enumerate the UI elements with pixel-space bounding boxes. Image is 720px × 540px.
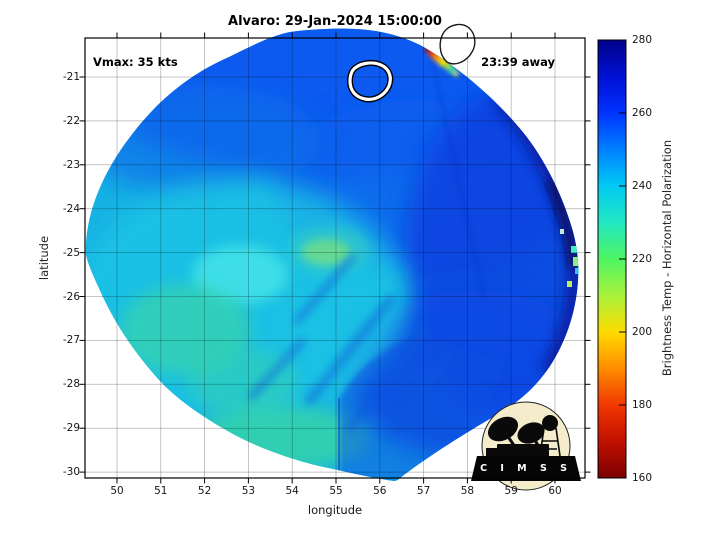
x-tick-label: 56	[373, 485, 387, 497]
colorbar-tick-label: 160	[632, 472, 653, 484]
y-tick-label: -30	[62, 466, 80, 479]
colorbar-tick-label: 240	[632, 180, 653, 192]
x-tick-label: 55	[329, 485, 343, 497]
y-tick-label: -29	[62, 422, 80, 435]
east-edge-specks	[560, 229, 579, 287]
plot-frame	[84, 37, 586, 479]
x-tick-label: 52	[197, 485, 212, 497]
colorbar-label: Brightness Temp - Horizontal Polarizatio…	[660, 139, 674, 377]
x-tick-label: 54	[285, 485, 299, 497]
grid-lines	[85, 38, 585, 478]
x-tick-label: 50	[110, 485, 124, 497]
y-tick-label: -27	[62, 334, 80, 347]
y-tick-label: -26	[62, 290, 80, 303]
y-tick-label: -28	[62, 378, 80, 391]
eta-annotation: 23:39 away	[481, 55, 555, 69]
colorbar-tick-label: 180	[632, 399, 653, 411]
secondary-contour	[439, 23, 476, 65]
cimss-logo	[471, 401, 581, 491]
plot-title: Alvaro: 29-Jan-2024 15:00:00	[228, 14, 442, 29]
colorbar-tick-label: 220	[632, 253, 653, 265]
storm-center-contour	[346, 59, 394, 103]
x-tick-label: 53	[241, 485, 256, 497]
y-tick-label: -23	[62, 158, 80, 171]
y-tick-label: -24	[62, 202, 80, 215]
colorbar-tick-label: 280	[632, 34, 653, 46]
colorbar-tick-label: 200	[632, 326, 653, 338]
x-tick-label: 51	[154, 485, 168, 497]
x-tick-label: 57	[416, 485, 431, 497]
x-tick-label: 58	[460, 485, 475, 497]
cimss-banner	[471, 456, 581, 481]
x-tick-label: 60	[548, 485, 562, 497]
x-axis-label: longitude	[307, 503, 363, 517]
vmax-annotation: Vmax: 35 kts	[93, 55, 178, 69]
y-tick-label: -21	[62, 71, 80, 83]
axis-tick-marks	[79, 32, 591, 484]
colorbar	[597, 39, 627, 479]
colorbar-tick-label: 260	[632, 107, 653, 119]
cimss-logo-text: C I M S S	[480, 463, 572, 474]
y-tick-label: -22	[62, 114, 80, 127]
y-tick-label: -25	[62, 246, 80, 259]
colorbar-tick-marks	[619, 112, 626, 406]
x-tick-label: 59	[504, 485, 518, 497]
